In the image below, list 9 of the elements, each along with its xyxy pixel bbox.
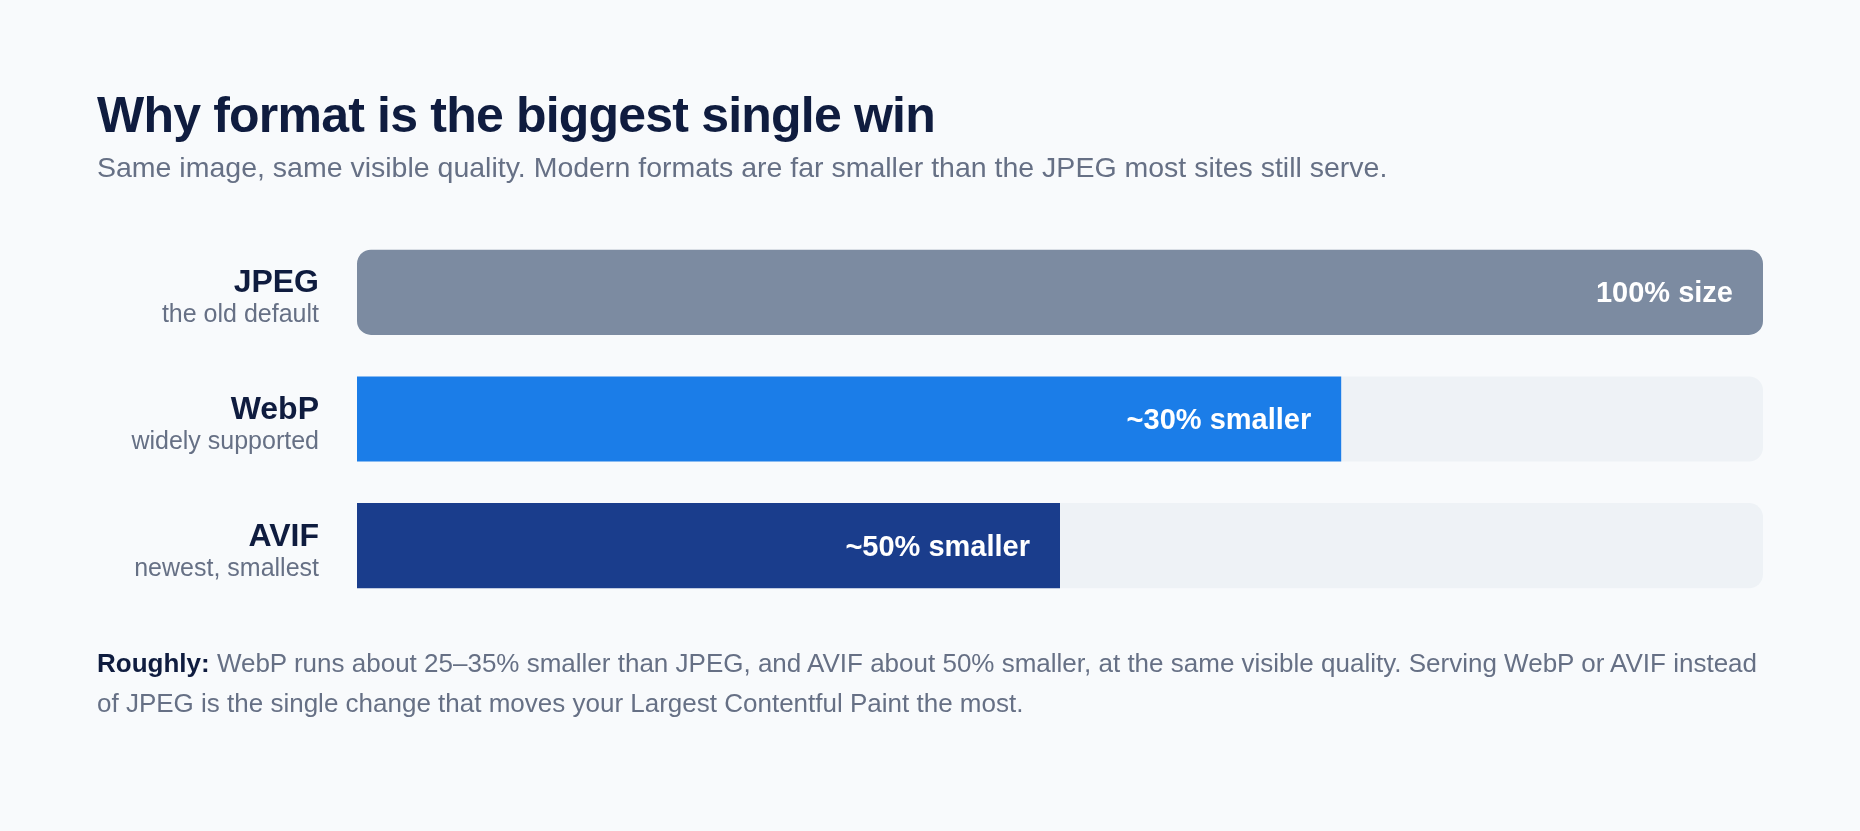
data-label: 100% size: [1595, 276, 1733, 309]
text: Roughly: WebP runs about 25–35% smaller than JPEG, and AVIF about 50% smaller, at the same visible quality. Serving WebP or AVIF instead of JPEG is the single change that moves your Largest Contentful Paint the most.: [97, 648, 1758, 718]
y-tick-label: WebP widely supported: [130, 390, 319, 454]
chart-title: Why format is the biggest single win: [97, 87, 935, 143]
data-label: ~50% smaller: [845, 529, 1030, 562]
y-tick-label: AVIF newest, smallest: [134, 516, 320, 581]
chart-subtitle: Same image, same visible quality. Modern formats are far smaller than the JPEG most sites still serve.: [97, 151, 1388, 183]
data-label: ~30% smaller: [1126, 403, 1312, 435]
y-tick-label: JPEG the old default: [161, 263, 320, 328]
